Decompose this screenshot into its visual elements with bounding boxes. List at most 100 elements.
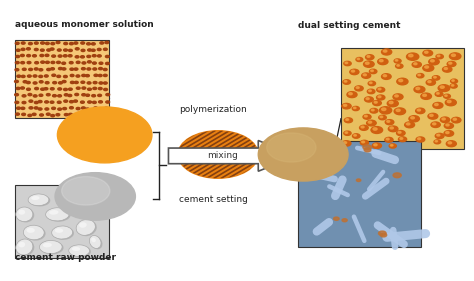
Circle shape (395, 60, 398, 61)
Circle shape (373, 128, 377, 130)
Circle shape (379, 231, 386, 235)
Circle shape (39, 94, 43, 96)
Circle shape (437, 134, 440, 136)
Circle shape (433, 123, 436, 125)
Circle shape (39, 81, 43, 83)
Circle shape (68, 88, 72, 90)
Circle shape (87, 55, 91, 58)
Circle shape (15, 62, 19, 64)
Circle shape (382, 49, 392, 55)
Circle shape (423, 50, 433, 56)
Circle shape (363, 145, 372, 150)
Circle shape (356, 87, 359, 89)
Ellipse shape (39, 241, 62, 253)
Circle shape (21, 75, 25, 78)
Ellipse shape (52, 226, 73, 239)
Circle shape (342, 141, 351, 146)
Circle shape (444, 67, 447, 69)
Circle shape (41, 88, 45, 90)
Circle shape (343, 80, 350, 84)
Circle shape (87, 43, 91, 45)
Circle shape (385, 120, 394, 125)
Circle shape (73, 100, 77, 102)
Circle shape (34, 107, 38, 109)
Circle shape (98, 74, 102, 77)
Ellipse shape (43, 243, 52, 247)
Circle shape (92, 101, 96, 103)
Circle shape (349, 93, 352, 95)
Circle shape (382, 108, 386, 110)
Circle shape (92, 95, 96, 97)
Circle shape (50, 88, 54, 90)
Circle shape (68, 55, 72, 57)
Circle shape (400, 138, 403, 139)
Circle shape (436, 55, 443, 59)
Circle shape (21, 48, 25, 51)
Circle shape (82, 62, 86, 64)
Circle shape (378, 88, 381, 90)
Ellipse shape (49, 210, 58, 215)
Circle shape (414, 63, 417, 65)
Ellipse shape (55, 228, 63, 233)
Ellipse shape (68, 194, 87, 204)
Circle shape (433, 103, 443, 108)
Circle shape (74, 42, 78, 44)
Circle shape (64, 88, 67, 90)
Circle shape (368, 81, 375, 86)
Circle shape (446, 124, 449, 126)
Circle shape (50, 48, 54, 50)
Circle shape (345, 62, 348, 64)
Circle shape (40, 55, 44, 57)
Circle shape (85, 108, 89, 110)
Circle shape (425, 51, 428, 53)
Circle shape (345, 132, 347, 133)
Circle shape (344, 61, 351, 66)
Circle shape (360, 140, 368, 145)
Circle shape (82, 113, 86, 115)
Ellipse shape (90, 235, 101, 248)
Circle shape (377, 87, 385, 92)
Circle shape (449, 53, 461, 60)
Circle shape (56, 41, 60, 44)
Circle shape (362, 73, 371, 78)
Circle shape (391, 145, 393, 146)
Circle shape (52, 107, 55, 110)
Circle shape (406, 123, 410, 125)
Circle shape (440, 86, 444, 88)
Circle shape (76, 61, 80, 64)
Circle shape (385, 137, 393, 142)
Circle shape (98, 94, 101, 97)
Circle shape (106, 94, 109, 96)
Circle shape (16, 55, 19, 58)
Circle shape (29, 107, 33, 109)
Circle shape (75, 93, 79, 96)
Ellipse shape (41, 241, 64, 254)
Circle shape (431, 122, 440, 128)
Text: aqueous monomer solution: aqueous monomer solution (15, 20, 154, 29)
Circle shape (105, 55, 109, 58)
Circle shape (88, 88, 91, 90)
Text: dual setting cement: dual setting cement (299, 21, 401, 30)
Circle shape (346, 119, 348, 120)
Circle shape (396, 64, 403, 68)
Circle shape (350, 69, 359, 75)
Circle shape (398, 132, 401, 133)
Circle shape (378, 58, 388, 65)
Circle shape (58, 55, 62, 57)
Circle shape (423, 65, 434, 71)
Circle shape (88, 61, 91, 63)
Circle shape (368, 121, 372, 123)
Circle shape (100, 42, 104, 44)
Circle shape (33, 75, 37, 77)
Circle shape (344, 131, 351, 135)
Circle shape (396, 109, 400, 112)
Circle shape (81, 101, 84, 103)
Circle shape (425, 66, 428, 68)
Circle shape (99, 108, 102, 110)
Circle shape (365, 97, 374, 102)
Circle shape (371, 70, 374, 72)
Circle shape (70, 107, 73, 109)
Circle shape (435, 133, 444, 139)
Circle shape (447, 100, 451, 103)
Ellipse shape (18, 242, 25, 248)
